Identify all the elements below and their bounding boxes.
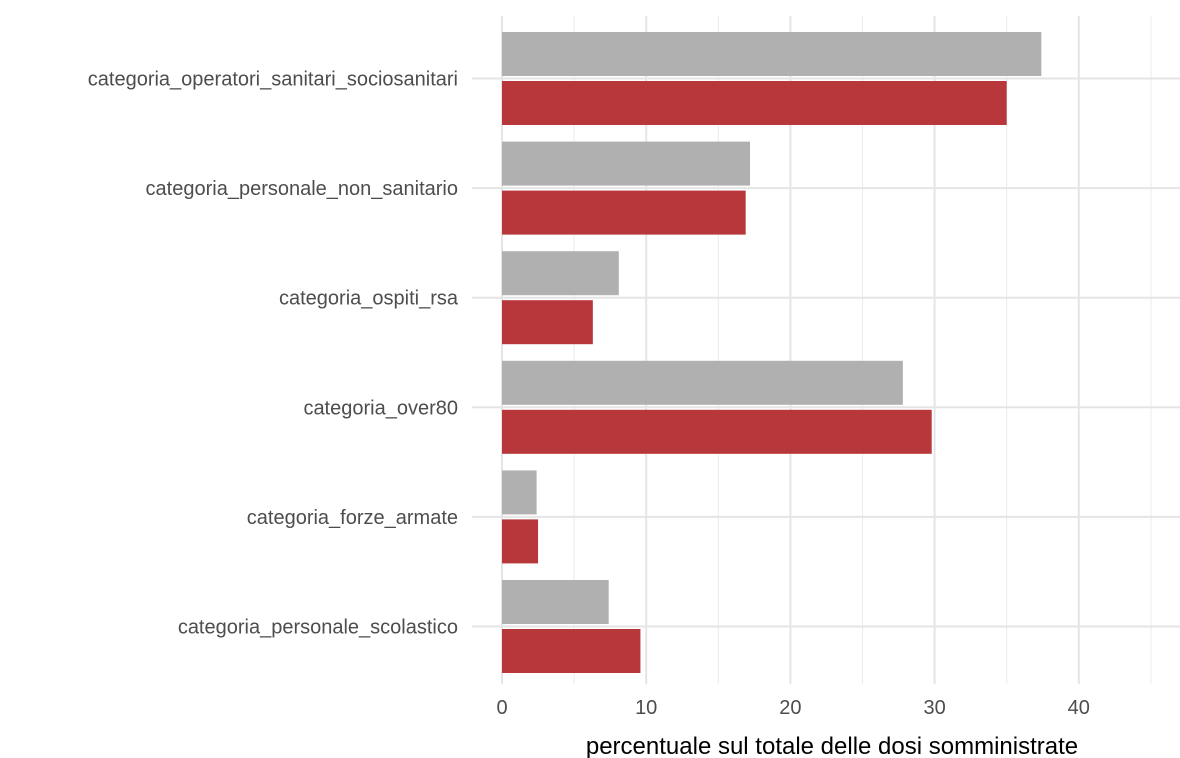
bar <box>502 519 539 564</box>
tick-label-layer: 0 10 20 30 40 <box>496 697 1089 719</box>
bar <box>502 141 751 186</box>
x-tick-label: 0 <box>496 697 507 719</box>
bar <box>502 629 641 673</box>
bar <box>502 251 619 296</box>
category-label: categoria_ospiti_rsa <box>279 288 459 310</box>
bar <box>502 360 903 405</box>
x-tick-label: 10 <box>635 697 657 719</box>
category-label: categoria_personale_scolastico <box>178 617 458 639</box>
bar <box>502 470 537 515</box>
x-axis-title: percentuale sul totale delle dosi sommin… <box>586 733 1078 758</box>
category-label-layer: categoria_personale_scolastico categoria_… <box>88 69 459 639</box>
bar <box>502 190 746 235</box>
category-label: categoria_operatori_sanitari_sociosanita… <box>88 69 458 91</box>
x-tick-label: 40 <box>1068 697 1090 719</box>
bar <box>502 409 932 454</box>
bar <box>502 580 609 624</box>
category-label: categoria_forze_armate <box>247 507 458 529</box>
bar-layer <box>502 32 1042 673</box>
grid-layer <box>472 16 1180 684</box>
category-label: categoria_over80 <box>303 397 458 419</box>
category-label: categoria_personale_non_sanitario <box>146 178 458 200</box>
bar <box>502 32 1042 76</box>
x-tick-label: 20 <box>779 697 801 719</box>
bar <box>502 300 593 345</box>
bar <box>502 81 1007 125</box>
x-tick-label: 30 <box>923 697 945 719</box>
